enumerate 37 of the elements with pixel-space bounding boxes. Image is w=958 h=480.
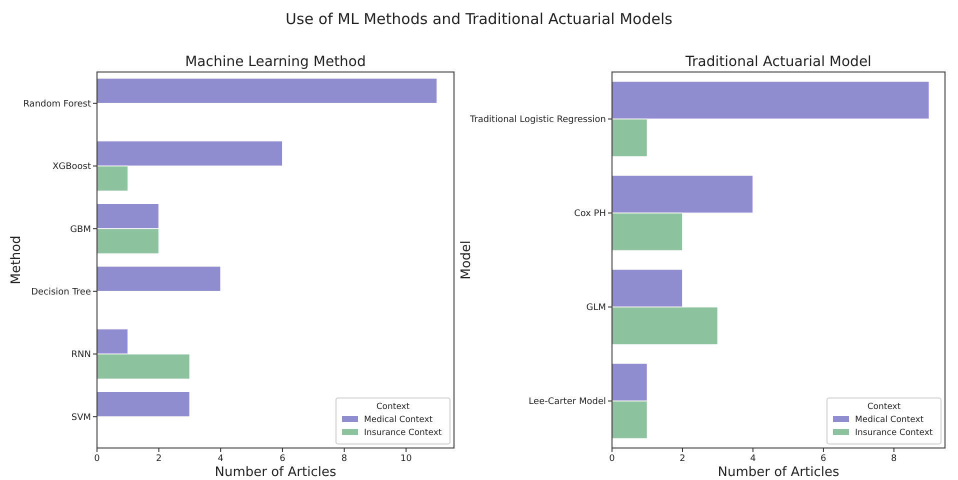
legend-title: Context bbox=[867, 402, 902, 412]
x-tick-label: 8 bbox=[341, 454, 348, 464]
y-tick-label: Cox PH bbox=[574, 209, 606, 220]
legend-label: Medical Context bbox=[855, 415, 924, 425]
y-tick-label: XGBoost bbox=[52, 162, 92, 172]
x-axis-title: Number of Articles bbox=[214, 465, 336, 480]
chart-title: Machine Learning Method bbox=[185, 54, 366, 70]
x-tick-label: 6 bbox=[820, 454, 827, 464]
legend-label: Insurance Context bbox=[855, 428, 934, 438]
x-tick-label: 6 bbox=[280, 454, 286, 464]
x-tick-label: 2 bbox=[680, 454, 686, 464]
x-tick-label: 4 bbox=[750, 454, 756, 464]
legend-label: Insurance Context bbox=[364, 428, 442, 438]
x-tick-label: 0 bbox=[609, 454, 616, 464]
y-tick-label: SVM bbox=[71, 412, 91, 423]
x-tick-label: 4 bbox=[218, 454, 224, 464]
x-tick-label: 2 bbox=[156, 454, 162, 464]
y-tick-label: Traditional Logistic Regression bbox=[468, 115, 606, 126]
y-tick-label: GBM bbox=[70, 224, 91, 235]
text: Use of ML Methods and Traditional Actuarial Models bbox=[286, 10, 673, 28]
y-tick-label: Decision Tree bbox=[31, 287, 92, 298]
x-tick-label: 10 bbox=[400, 454, 412, 464]
y-axis-title: Method bbox=[9, 236, 24, 284]
y-tick-label: Lee-Carter Model bbox=[528, 397, 606, 408]
legend-title: Context bbox=[376, 402, 410, 412]
x-axis-title: Number of Articles bbox=[718, 465, 840, 480]
legend-label: Medical Context bbox=[364, 415, 434, 425]
x-tick-label: 0 bbox=[94, 454, 100, 464]
bar bbox=[96, 266, 222, 292]
y-tick-label: GLM bbox=[586, 303, 606, 314]
chart-title: Traditional Actuarial Model bbox=[684, 54, 872, 70]
x-tick-label: 8 bbox=[891, 454, 898, 464]
y-tick-label: Random Forest bbox=[23, 99, 92, 110]
y-axis-title: Model bbox=[459, 240, 474, 280]
bar bbox=[96, 78, 438, 104]
bar bbox=[96, 391, 190, 418]
y-tick-label: RNN bbox=[71, 350, 91, 360]
